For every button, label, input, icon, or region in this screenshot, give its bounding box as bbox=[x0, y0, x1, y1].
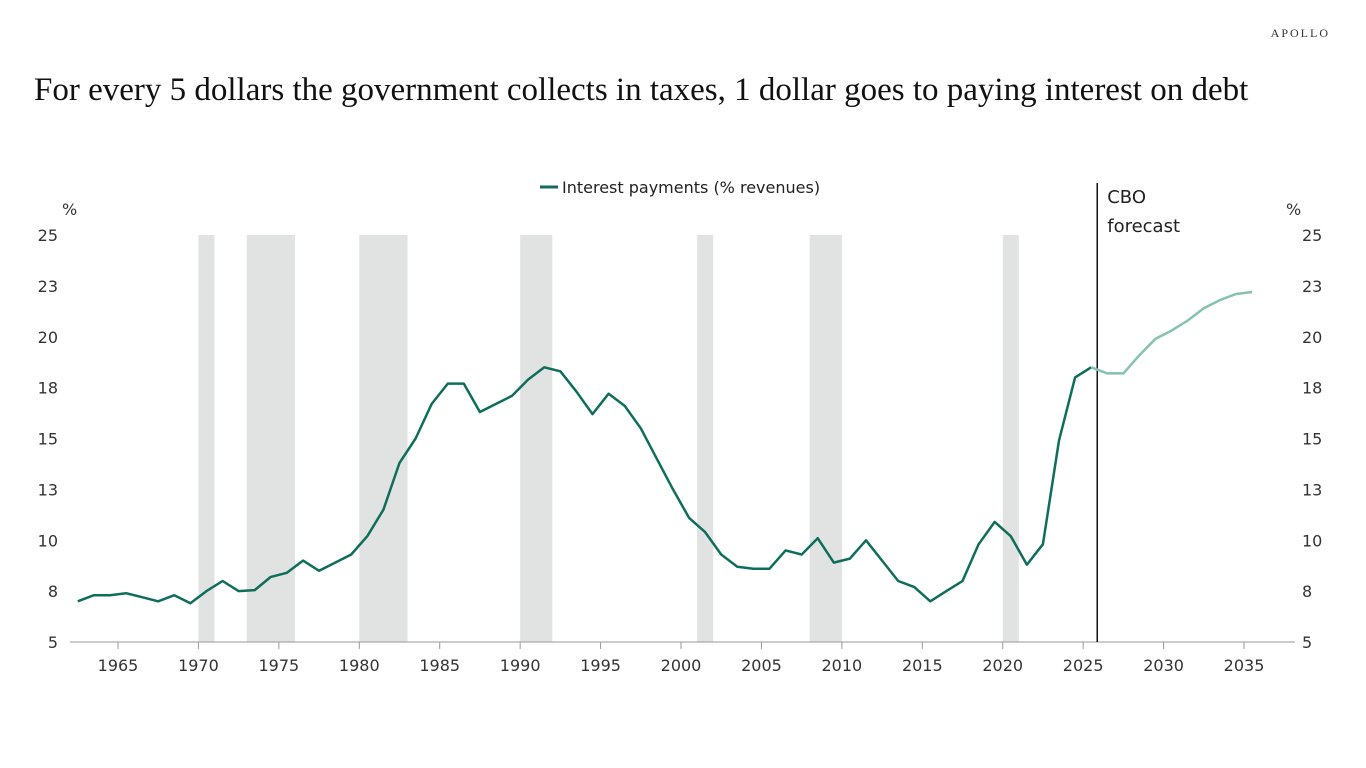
recession-shading bbox=[359, 235, 408, 642]
series-line-forecast bbox=[1090, 290, 1253, 375]
x-tick-label: 2000 bbox=[661, 656, 702, 675]
y-tick-label-left: 10 bbox=[38, 531, 58, 550]
y-tick-label-left: 13 bbox=[38, 480, 58, 499]
y-tick-label-left: 18 bbox=[38, 379, 58, 398]
y-tick-label-right: 13 bbox=[1302, 480, 1322, 499]
y-tick-label-left: 15 bbox=[38, 430, 58, 449]
x-tick-label: 2035 bbox=[1224, 656, 1265, 675]
y-tick-label-right: 10 bbox=[1302, 531, 1322, 550]
y-tick-label-right: 18 bbox=[1302, 379, 1322, 398]
recession-shading bbox=[1002, 235, 1019, 642]
x-tick-label: 1970 bbox=[178, 656, 219, 675]
x-tick-label: 2020 bbox=[982, 656, 1023, 675]
x-tick-label: 2030 bbox=[1143, 656, 1184, 675]
x-tick-label: 2025 bbox=[1063, 656, 1104, 675]
y-tick-label-left: 5 bbox=[48, 633, 58, 652]
x-tick-label: 2015 bbox=[902, 656, 943, 675]
x-tick-label: 1995 bbox=[580, 656, 621, 675]
series-line-historical bbox=[77, 366, 1092, 605]
recession-shading bbox=[697, 235, 714, 642]
x-tick-label: 2005 bbox=[741, 656, 782, 675]
y-axis-label-left: % bbox=[62, 200, 77, 219]
x-tick-label: 1990 bbox=[500, 656, 541, 675]
brand-logo: APOLLO bbox=[1270, 26, 1330, 40]
y-axis-label-right: % bbox=[1286, 200, 1301, 219]
y-tick-label-right: 5 bbox=[1302, 633, 1312, 652]
recession-shading bbox=[198, 235, 215, 642]
recession-shading bbox=[246, 235, 295, 642]
recession-shading bbox=[809, 235, 842, 642]
y-tick-label-right: 23 bbox=[1302, 277, 1322, 296]
x-tick-label: 1965 bbox=[98, 656, 139, 675]
y-tick-label-right: 8 bbox=[1302, 582, 1312, 601]
y-tick-label-right: 20 bbox=[1302, 328, 1322, 347]
y-tick-label-left: 8 bbox=[48, 582, 58, 601]
cbo-annotation-line1: CBO bbox=[1107, 187, 1146, 208]
y-tick-label-left: 20 bbox=[38, 328, 58, 347]
recession-shading bbox=[520, 235, 553, 642]
cbo-annotation-line2: forecast bbox=[1107, 216, 1180, 237]
y-tick-label-right: 15 bbox=[1302, 430, 1322, 449]
x-tick-label: 1980 bbox=[339, 656, 380, 675]
x-tick-label: 2010 bbox=[822, 656, 863, 675]
y-tick-label-left: 25 bbox=[38, 226, 58, 245]
legend: Interest payments (% revenues) bbox=[540, 178, 820, 197]
y-tick-label-left: 23 bbox=[38, 277, 58, 296]
y-tick-label-right: 25 bbox=[1302, 226, 1322, 245]
x-tick-label: 1985 bbox=[419, 656, 460, 675]
x-tick-label: 1975 bbox=[259, 656, 300, 675]
chart-title: For every 5 dollars the government colle… bbox=[34, 72, 1249, 108]
legend-label: Interest payments (% revenues) bbox=[562, 178, 820, 197]
